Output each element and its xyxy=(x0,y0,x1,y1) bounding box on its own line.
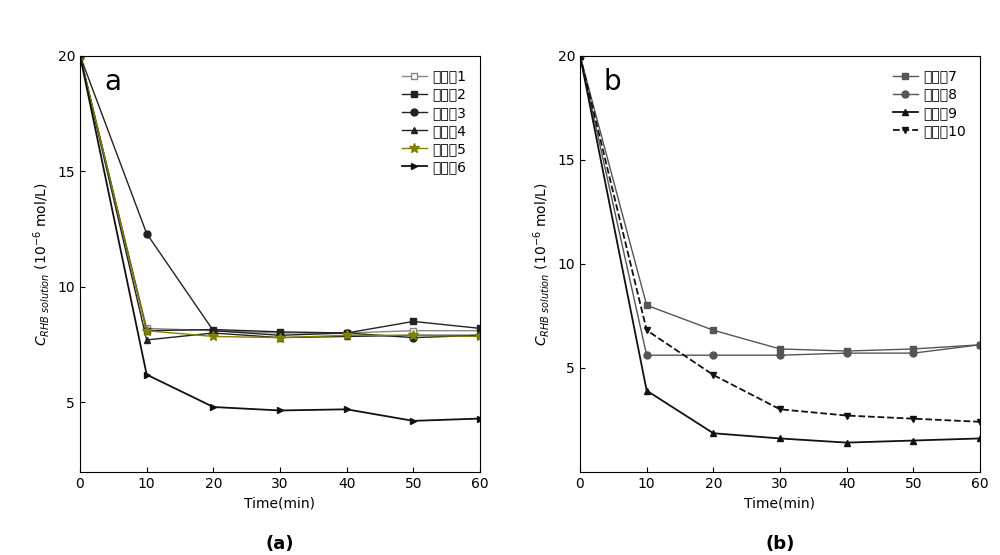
实施例5 xyxy=(74,52,86,59)
实施例9 xyxy=(707,430,719,437)
实施例4 xyxy=(141,336,153,343)
X-axis label: Time(min): Time(min) xyxy=(244,496,316,510)
实施例9 xyxy=(574,52,586,59)
实施例10 xyxy=(774,406,786,413)
实施例8 xyxy=(707,352,719,359)
实施例8 xyxy=(974,341,986,348)
Line: 实施例5: 实施例5 xyxy=(75,51,485,342)
Line: 实施例7: 实施例7 xyxy=(577,52,983,355)
实施例9 xyxy=(841,440,853,446)
实施例7 xyxy=(641,302,653,309)
实施例2 xyxy=(207,326,219,333)
实施例7 xyxy=(974,341,986,348)
实施例5 xyxy=(274,334,286,341)
Line: 实施例9: 实施例9 xyxy=(577,52,983,446)
实施例6 xyxy=(407,417,419,424)
实施例2 xyxy=(74,52,86,59)
实施例4 xyxy=(207,330,219,336)
实施例10 xyxy=(574,52,586,59)
实施例3 xyxy=(474,332,486,339)
实施例3 xyxy=(141,230,153,237)
实施例1 xyxy=(141,325,153,332)
实施例4 xyxy=(341,333,353,340)
实施例6 xyxy=(141,371,153,378)
实施例8 xyxy=(841,350,853,356)
实施例4 xyxy=(74,52,86,59)
实施例10 xyxy=(641,327,653,334)
实施例8 xyxy=(574,52,586,59)
实施例7 xyxy=(574,52,586,59)
实施例7 xyxy=(707,327,719,334)
Text: a: a xyxy=(104,68,121,96)
实施例1 xyxy=(207,327,219,334)
实施例3 xyxy=(341,330,353,336)
X-axis label: Time(min): Time(min) xyxy=(744,496,816,510)
Text: (b): (b) xyxy=(765,536,795,553)
实施例3 xyxy=(407,334,419,341)
实施例7 xyxy=(774,346,786,352)
实施例5 xyxy=(474,333,486,340)
Line: 实施例1: 实施例1 xyxy=(77,52,483,336)
实施例6 xyxy=(474,415,486,422)
实施例4 xyxy=(474,332,486,339)
实施例10 xyxy=(907,415,919,422)
实施例2 xyxy=(141,327,153,334)
实施例1 xyxy=(341,330,353,336)
实施例5 xyxy=(207,333,219,340)
实施例6 xyxy=(207,403,219,410)
实施例9 xyxy=(974,435,986,442)
实施例9 xyxy=(774,435,786,442)
实施例8 xyxy=(641,352,653,359)
Legend: 实施例7, 实施例8, 实施例9, 实施例10: 实施例7, 实施例8, 实施例9, 实施例10 xyxy=(886,63,973,145)
Line: 实施例3: 实施例3 xyxy=(77,52,483,341)
实施例5 xyxy=(141,327,153,334)
实施例7 xyxy=(907,346,919,352)
实施例4 xyxy=(407,332,419,339)
Line: 实施例2: 实施例2 xyxy=(77,52,483,336)
实施例10 xyxy=(707,372,719,379)
实施例6 xyxy=(74,52,86,59)
Line: 实施例4: 实施例4 xyxy=(77,52,483,344)
实施例6 xyxy=(274,407,286,414)
Y-axis label: $C_{RHB\ solution}\ (10^{-6}\ \mathrm{mol/L})$: $C_{RHB\ solution}\ (10^{-6}\ \mathrm{mo… xyxy=(531,181,552,346)
Line: 实施例6: 实施例6 xyxy=(77,52,483,425)
实施例9 xyxy=(641,387,653,394)
实施例2 xyxy=(341,330,353,336)
实施例3 xyxy=(74,52,86,59)
Legend: 实施例1, 实施例2, 实施例3, 实施例4, 实施例5, 实施例6: 实施例1, 实施例2, 实施例3, 实施例4, 实施例5, 实施例6 xyxy=(395,63,473,181)
实施例7 xyxy=(841,347,853,355)
实施例6 xyxy=(341,406,353,413)
实施例4 xyxy=(274,334,286,341)
实施例9 xyxy=(907,437,919,444)
Line: 实施例8: 实施例8 xyxy=(577,52,983,359)
实施例3 xyxy=(207,327,219,334)
实施例2 xyxy=(407,318,419,325)
实施例1 xyxy=(407,327,419,334)
实施例2 xyxy=(474,325,486,332)
实施例1 xyxy=(474,327,486,334)
实施例10 xyxy=(974,418,986,425)
实施例1 xyxy=(274,330,286,336)
实施例5 xyxy=(341,332,353,339)
Text: b: b xyxy=(604,68,622,96)
实施例1 xyxy=(74,52,86,59)
实施例2 xyxy=(274,329,286,335)
实施例3 xyxy=(274,332,286,339)
Y-axis label: $C_{RHB\ solution}\ (10^{-6}\ \mathrm{mol/L})$: $C_{RHB\ solution}\ (10^{-6}\ \mathrm{mo… xyxy=(31,181,52,346)
Line: 实施例10: 实施例10 xyxy=(577,52,983,425)
实施例8 xyxy=(907,350,919,356)
Text: (a): (a) xyxy=(266,536,294,553)
实施例5 xyxy=(407,332,419,339)
实施例8 xyxy=(774,352,786,359)
实施例10 xyxy=(841,412,853,419)
